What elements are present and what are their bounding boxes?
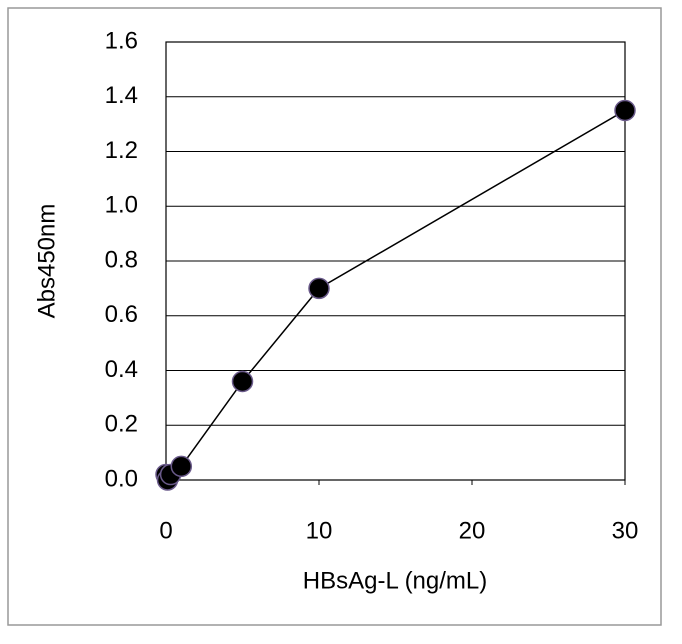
y-tick-label: 1.4 [105,82,138,109]
x-tick-label: 20 [459,517,486,544]
marker [170,455,193,478]
x-tick-label: 10 [306,517,333,544]
marker [231,370,254,393]
y-tick-label: 1.0 [105,192,138,219]
marker [308,277,330,300]
y-tick-label: 1.6 [105,27,138,54]
x-tick-label: 30 [612,517,639,544]
y-tick-label: 0.0 [105,465,138,492]
marker [614,99,636,122]
y-axis-label: Abs450nm [33,204,60,319]
y-tick-label: 0.8 [105,246,138,273]
x-tick-label: 0 [159,517,172,544]
x-axis-label: HBsAg-L (ng/mL) [303,567,488,594]
y-tick-label: 0.2 [105,411,138,438]
y-tick-label: 0.4 [105,356,138,383]
chart-frame [7,7,662,626]
y-tick-label: 1.2 [105,137,138,164]
y-tick-label: 0.6 [105,301,138,328]
